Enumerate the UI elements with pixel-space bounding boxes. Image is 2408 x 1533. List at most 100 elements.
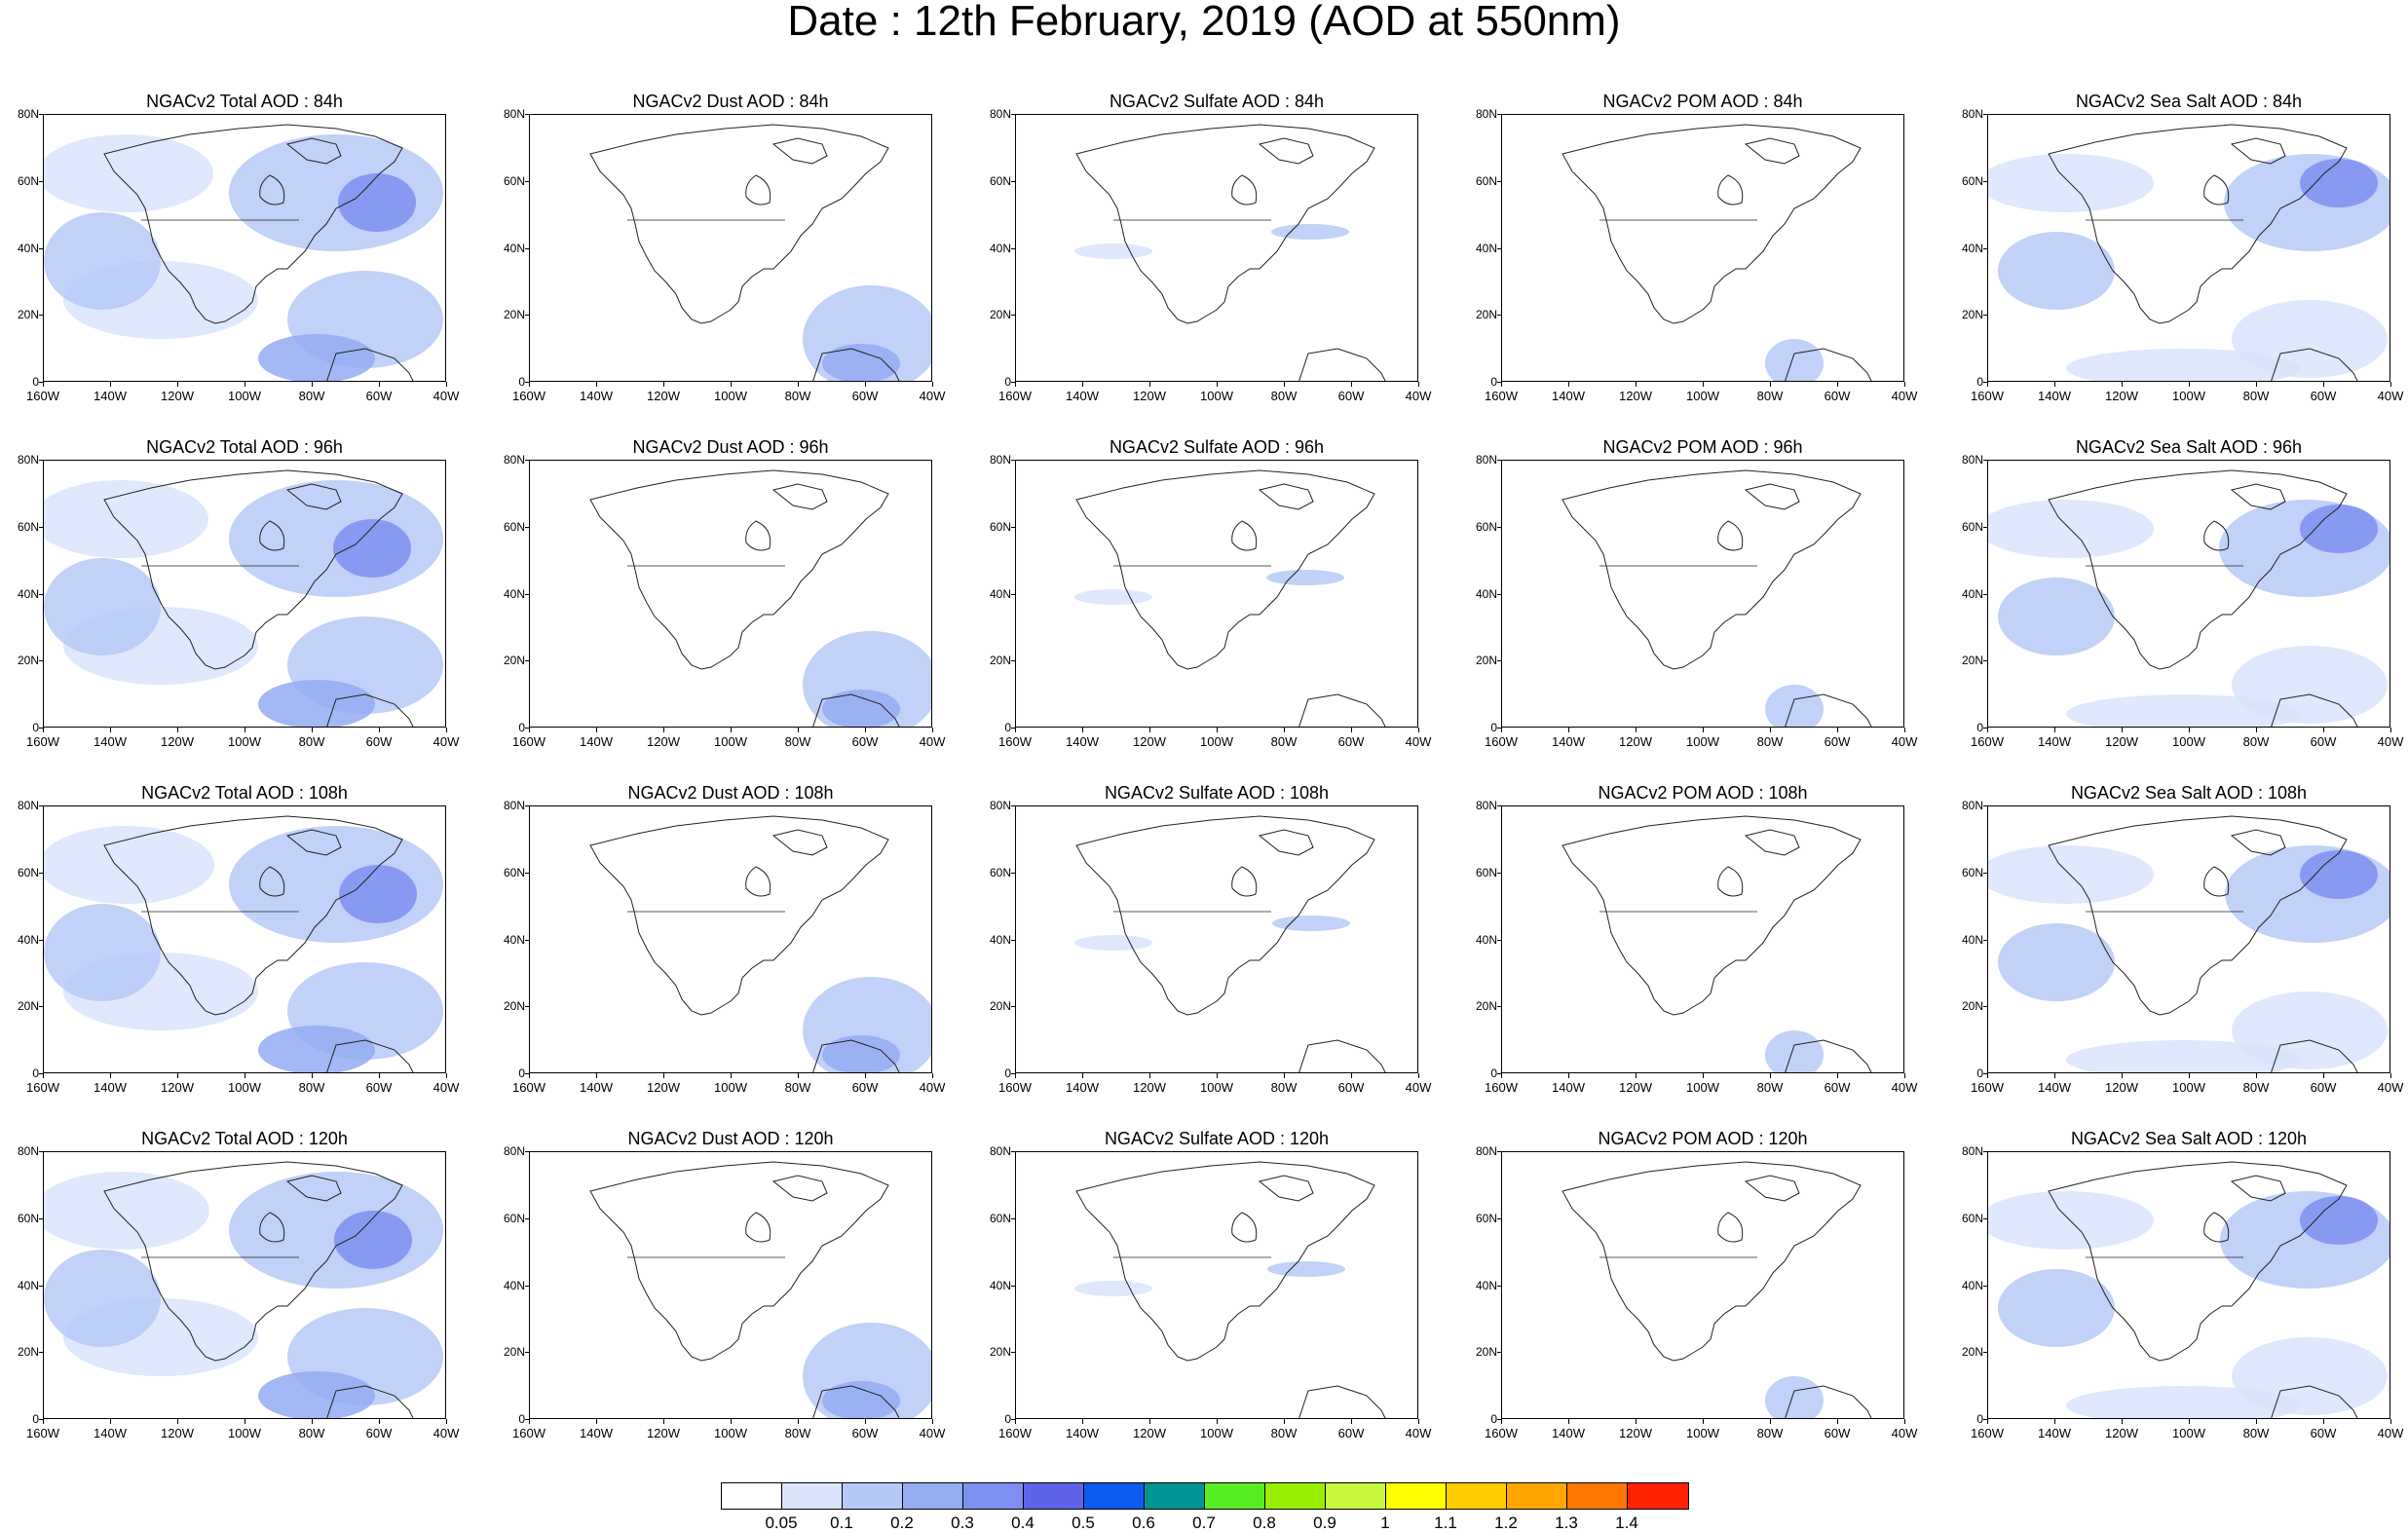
map-area bbox=[43, 114, 446, 382]
lon-tick bbox=[2122, 382, 2123, 387]
colorbar-swatch bbox=[1567, 1483, 1628, 1509]
lat-tick-label: 20N bbox=[503, 308, 525, 322]
map-area bbox=[1501, 460, 1904, 728]
coastline bbox=[2271, 1385, 2358, 1418]
coastline bbox=[812, 348, 900, 381]
lat-tick-label: 60N bbox=[503, 173, 525, 188]
lon-tick bbox=[865, 1073, 866, 1078]
lat-tick-label: 40N bbox=[1961, 1278, 1983, 1292]
map-panel: NGACv2 Sulfate AOD : 96h 80N 60N 40N 20N 0 160… bbox=[990, 433, 1431, 769]
colorbar-swatch bbox=[722, 1483, 782, 1509]
coastline bbox=[259, 866, 285, 897]
colorbar-swatch bbox=[1145, 1483, 1205, 1509]
lon-tick-label: 80W bbox=[1270, 1080, 1298, 1095]
lat-tick bbox=[1497, 1151, 1501, 1152]
lon-tick-label: 100W bbox=[228, 734, 261, 749]
panel-title: NGACv2 Total AOD : 120h bbox=[141, 1129, 348, 1148]
lon-tick-label: 60W bbox=[2310, 389, 2337, 403]
lat-tick-label: 40N bbox=[989, 1278, 1011, 1292]
coastline bbox=[285, 137, 342, 165]
map-area bbox=[43, 1151, 446, 1419]
coastline bbox=[1561, 815, 1862, 1016]
coastline bbox=[1717, 1212, 1744, 1243]
lon-tick-label: 100W bbox=[1686, 1426, 1719, 1440]
lat-tick bbox=[39, 593, 43, 595]
lat-tick-label: 40N bbox=[1475, 932, 1497, 947]
coastline bbox=[326, 693, 414, 727]
lat-tick-label: 20N bbox=[1475, 999, 1497, 1014]
lon-tick-label: 160W bbox=[998, 1080, 1032, 1095]
lat-tick bbox=[1011, 1352, 1015, 1354]
lon-tick-label: 60W bbox=[365, 1426, 393, 1440]
lon-tick bbox=[932, 728, 933, 732]
lat-tick bbox=[525, 382, 529, 383]
lat-tick-label: 20N bbox=[989, 999, 1011, 1014]
panel-title: NGACv2 Dust AOD : 96h bbox=[632, 437, 829, 457]
lat-tick-label: 20N bbox=[503, 1345, 525, 1360]
map-panel: NGACv2 Total AOD : 108h 80N 60N 40N 20N 0 160W… bbox=[18, 779, 459, 1115]
lon-tick-label: 160W bbox=[998, 734, 1032, 749]
aod-region bbox=[334, 1211, 412, 1269]
lat-tick-label: 0 bbox=[1490, 1066, 1497, 1080]
coastline bbox=[1744, 1175, 1800, 1202]
lon-tick-label: 120W bbox=[161, 1080, 194, 1095]
lon-tick-label: 140W bbox=[2038, 389, 2071, 403]
lon-tick bbox=[731, 1073, 732, 1078]
lat-tick bbox=[1497, 872, 1501, 874]
lat-tick bbox=[1011, 805, 1015, 806]
lon-tick-label: 120W bbox=[1619, 1426, 1652, 1440]
coastline bbox=[1744, 829, 1800, 856]
lon-tick bbox=[1351, 1419, 1352, 1424]
lat-tick bbox=[1497, 593, 1501, 595]
lon-tick-label: 40W bbox=[1891, 389, 1918, 403]
aod-field bbox=[1988, 124, 2389, 381]
lon-tick-label: 60W bbox=[365, 1080, 393, 1095]
aod-region bbox=[1765, 339, 1824, 381]
lon-tick-label: 160W bbox=[998, 389, 1032, 403]
aod-region bbox=[1765, 1376, 1824, 1418]
lat-tick-label: 60N bbox=[989, 865, 1011, 879]
lat-tick bbox=[1011, 114, 1015, 115]
aod-field bbox=[1074, 124, 1386, 381]
lon-tick bbox=[2256, 382, 2257, 387]
lon-tick bbox=[1770, 382, 1771, 387]
aod-region bbox=[1074, 1281, 1152, 1296]
lon-tick bbox=[1568, 1073, 1569, 1078]
lon-tick-label: 40W bbox=[919, 389, 946, 403]
lat-tick bbox=[1497, 180, 1501, 182]
lat-tick bbox=[525, 939, 529, 941]
aod-field bbox=[44, 124, 443, 381]
lat-tick bbox=[39, 180, 43, 182]
lon-tick-label: 120W bbox=[2105, 1080, 2138, 1095]
aod-region bbox=[1988, 500, 2154, 558]
lat-tick bbox=[525, 180, 529, 182]
map-panel: NGACv2 Dust AOD : 84h 80N 60N 40N 20N 0 160W 14… bbox=[504, 88, 945, 424]
lon-tick bbox=[110, 1073, 111, 1078]
aod-region bbox=[1988, 1191, 2154, 1250]
lat-tick bbox=[1497, 939, 1501, 941]
coastline bbox=[103, 815, 403, 1016]
panel-title: NGACv2 Dust AOD : 108h bbox=[627, 783, 834, 803]
aod-region bbox=[1998, 1269, 2115, 1347]
coastline bbox=[1258, 1175, 1314, 1202]
lon-tick-label: 60W bbox=[1337, 1080, 1365, 1095]
lat-tick bbox=[1011, 1419, 1015, 1420]
lat-tick-label: 20N bbox=[989, 654, 1011, 668]
lat-tick-label: 80N bbox=[1475, 107, 1497, 121]
lat-tick-label: 40N bbox=[1961, 241, 1983, 255]
aod-field bbox=[44, 1161, 443, 1418]
aod-field bbox=[1074, 1161, 1386, 1418]
aod-region bbox=[258, 1371, 375, 1418]
lat-tick-label: 60N bbox=[503, 865, 525, 879]
map-panel: NGACv2 Sea Salt AOD : 108h 80N 60N 40N 20N 0 1… bbox=[1962, 779, 2403, 1115]
aod-region bbox=[258, 1026, 375, 1072]
map-area bbox=[1015, 1151, 1418, 1419]
map-area bbox=[529, 1151, 932, 1419]
coastline bbox=[1717, 520, 1744, 551]
lat-tick-label: 40N bbox=[503, 241, 525, 255]
lon-tick bbox=[177, 728, 178, 732]
lon-tick bbox=[932, 1419, 933, 1424]
lon-tick-label: 60W bbox=[1337, 1426, 1365, 1440]
lon-tick-label: 100W bbox=[714, 389, 747, 403]
colorbar-swatch bbox=[1205, 1483, 1265, 1509]
